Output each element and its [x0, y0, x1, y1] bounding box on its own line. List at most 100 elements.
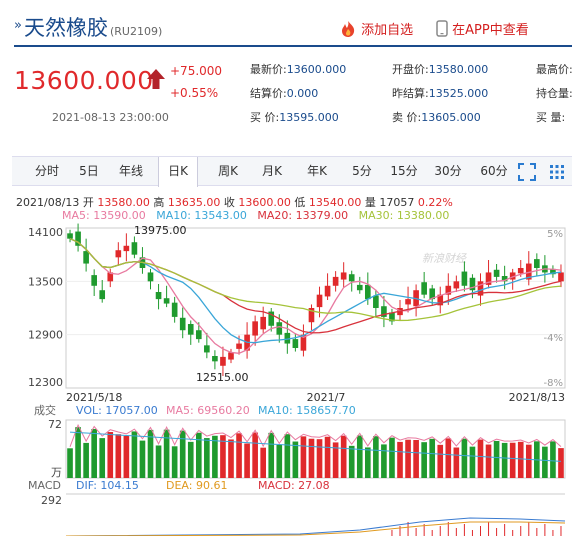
candle-body — [348, 274, 355, 282]
volume-bar — [75, 427, 81, 478]
quote-field-label: 买 价: — [250, 111, 280, 124]
candle-body — [268, 311, 275, 326]
candle-body — [356, 284, 363, 291]
tab-2[interactable]: 年线 — [118, 164, 143, 178]
open-app-button[interactable]: 在APP中查看 — [436, 19, 529, 38]
pct-axis-label: 5% — [547, 229, 563, 240]
quote-field-value: 13525.000 — [428, 87, 489, 100]
candle-body — [509, 272, 516, 280]
candle-body — [99, 290, 106, 300]
volume-bar — [300, 436, 307, 478]
quote-field-value: 13595.000 — [279, 111, 339, 124]
quote-field-value: 13605.000 — [421, 111, 481, 124]
quote-field-label: 买 量: — [536, 111, 566, 124]
tab-10[interactable]: 60分 — [480, 164, 508, 178]
volume-axis-top: 72 — [48, 418, 62, 431]
watermark-text: 新浪财经 — [422, 252, 467, 265]
quote-field: 开盘价:13580.000 — [392, 61, 488, 77]
tab-0[interactable]: 分时 — [34, 164, 59, 178]
grid-icon[interactable] — [548, 163, 566, 181]
phone-icon — [436, 20, 448, 37]
candle-body — [445, 285, 452, 295]
volume-bar — [308, 438, 315, 478]
volume-bar — [461, 438, 468, 478]
volume-ma5-legend: MA5: 69560.20 — [166, 404, 250, 417]
volume-bar — [107, 432, 114, 478]
candle-body — [147, 272, 154, 282]
add-watchlist-button[interactable]: 添加自选 — [340, 19, 413, 38]
tab-5[interactable]: 月K — [262, 164, 282, 178]
fire-icon — [342, 21, 355, 37]
volume-bar — [340, 435, 347, 478]
tab-6[interactable]: 年K — [307, 164, 327, 178]
tab-7[interactable]: 5分 — [352, 164, 372, 178]
volume-bar — [405, 439, 411, 478]
fullscreen-icon[interactable] — [518, 163, 536, 181]
volume-bar — [364, 447, 371, 478]
candle-body — [107, 272, 114, 282]
close-value: 13600.00 — [238, 196, 291, 209]
price-axis-label: 12300 — [28, 376, 63, 389]
volume-axis-unit: 万 — [51, 466, 62, 479]
tab-4[interactable]: 周K — [218, 164, 238, 178]
quote-field-label: 持仓量: — [536, 87, 572, 100]
volume-bar — [542, 446, 548, 478]
high-label: 高 — [153, 196, 165, 209]
volume-bar — [268, 432, 275, 478]
quote-field: 最新价:13600.000 — [250, 61, 346, 77]
page-title: »天然橡胶 (RU2109) — [14, 12, 162, 42]
candle-body — [115, 250, 122, 258]
quote-field: 持仓量: — [536, 85, 572, 101]
candle-body — [324, 285, 331, 297]
price-axis-label: 14100 — [28, 226, 63, 239]
candle-body — [195, 330, 202, 340]
candle-body — [179, 317, 186, 331]
quote-field: 买 量: — [536, 109, 565, 125]
volume-bar — [550, 441, 556, 478]
volume-bar — [525, 444, 532, 478]
candle-body — [389, 312, 395, 322]
quote-field: 最高价: — [536, 61, 572, 77]
tab-9[interactable]: 30分 — [434, 164, 462, 178]
up-arrow-icon — [147, 69, 165, 89]
tab-8[interactable]: 15分 — [390, 164, 418, 178]
volume-bar — [163, 429, 170, 478]
candle-body — [75, 231, 81, 246]
candle-body — [429, 288, 436, 300]
candle-body — [534, 259, 540, 268]
volume-bar — [220, 435, 226, 478]
volume-bar — [244, 443, 250, 478]
candle-body — [276, 322, 283, 335]
quote-field-value: 13580.000 — [428, 63, 489, 76]
quote-field-label: 最高价: — [536, 63, 572, 76]
candle-body — [252, 321, 258, 336]
volume-bar — [316, 439, 323, 478]
ma10-legend: MA10: 13543.00 — [156, 209, 247, 222]
quote-field-label: 结算价: — [250, 87, 287, 100]
volume-bar — [389, 437, 395, 478]
tab-1[interactable]: 5日 — [79, 164, 99, 178]
high-value: 13635.00 — [167, 196, 221, 209]
tab-3[interactable]: 日K — [158, 157, 198, 187]
volume-value: 17057 — [379, 196, 415, 209]
candle-body — [91, 275, 97, 286]
max-price-annotation: 13975.00 — [134, 224, 187, 237]
volume-bar — [91, 428, 97, 478]
volume-bar — [292, 441, 299, 478]
volume-bar — [332, 442, 339, 478]
volume-bar — [179, 430, 186, 478]
candle-body — [340, 272, 347, 280]
volume-bar — [252, 432, 258, 478]
macd-dif-legend: DIF: 104.15 — [76, 479, 139, 492]
price-panel — [65, 227, 566, 389]
contract-code: (RU2109) — [109, 25, 163, 38]
ma5-legend: MA5: 13590.00 — [62, 209, 146, 222]
volume-bar — [228, 439, 234, 478]
volume-ma10-legend: MA10: 158657.70 — [258, 404, 356, 417]
volume-bar — [204, 438, 210, 478]
candle-body — [485, 272, 492, 285]
volume-bar — [453, 447, 460, 478]
candle-body — [292, 339, 299, 348]
candle-body — [236, 343, 242, 349]
